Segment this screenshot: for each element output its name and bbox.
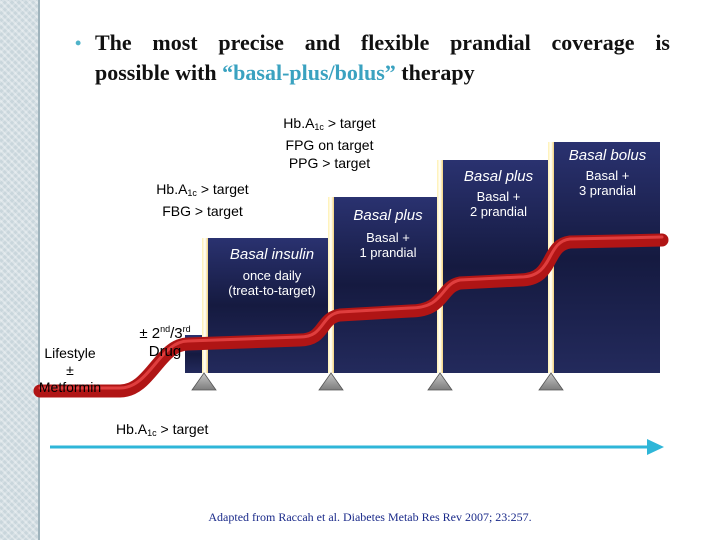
drug-line-1: ± 2nd/3rd xyxy=(120,320,210,343)
basal-bolus-title: Basal bolus xyxy=(568,147,647,164)
decorative-side-strip xyxy=(0,0,38,540)
callout-fpg-line-3: PPG > target xyxy=(288,155,371,171)
basal-insulin-title: Basal insulin xyxy=(229,246,315,263)
axis-hba1c-post: > target xyxy=(156,421,209,437)
step-label-drug: ± 2nd/3rd Drug xyxy=(120,320,210,361)
basal-bolus-sub-2: 3 prandial xyxy=(578,183,637,198)
title-line-2: possible with “basal-plus/bolus” therapy xyxy=(95,58,670,88)
basal-plus-1-sub-2: 1 prandial xyxy=(359,245,417,260)
hba1c-fpg-pre: Hb.A xyxy=(283,115,315,131)
hba1c-fbg-pre: Hb.A xyxy=(156,181,188,197)
drug-sup-nd: nd xyxy=(160,324,171,334)
reference-citation: Adapted from Raccah et al. Diabetes Meta… xyxy=(208,510,532,524)
title-line-1: The most precise and flexible prandial c… xyxy=(95,30,670,55)
basal-plus-1-labels: Basal plus Basal + 1 prandial xyxy=(336,207,440,260)
pillar-3 xyxy=(437,160,443,373)
basal-bolus-labels: Basal bolus Basal + 3 prandial xyxy=(555,147,660,198)
callout-fpg-line-2: FPG on target xyxy=(285,137,374,153)
bullet-icon: • xyxy=(75,33,82,53)
basal-insulin-sub-2: (treat-to-target) xyxy=(228,283,316,298)
callout-hba1c-fpg-ppg: Hb.A1c > target FPG on target PPG > targ… xyxy=(262,114,397,172)
lifestyle-label: Lifestyle xyxy=(44,345,96,361)
step-marker-1 xyxy=(191,372,217,391)
step-label-lifestyle: Lifestyle ± Metformin xyxy=(24,345,116,396)
treatment-staircase-line xyxy=(33,233,669,398)
axis-hba1c-sub: 1c xyxy=(147,428,157,438)
basal-plus-2-sub-2: 2 prandial xyxy=(469,204,528,219)
hba1c-fbg-sub: 1c xyxy=(187,188,197,198)
callout-hba1c-fbg-line-2: FBG > target xyxy=(162,203,243,219)
staircase-highlight xyxy=(38,235,664,390)
callout-hba1c-fbg: Hb.A1c > target FBG > target xyxy=(140,180,265,220)
title-highlight: “basal-plus/bolus” xyxy=(222,60,396,85)
basal-insulin-labels: Basal insulin xyxy=(210,246,334,263)
step-box-basal-bolus xyxy=(553,142,660,373)
hba1c-fpg-sub: 1c xyxy=(314,122,324,132)
basal-plus-1-title: Basal plus xyxy=(353,207,423,224)
hba1c-fpg-post: > target xyxy=(323,115,376,131)
step-marker-4 xyxy=(538,372,564,391)
basal-plus-2-labels: Basal plus Basal + 2 prandial xyxy=(445,168,552,219)
basal-bolus-sub-1: Basal + xyxy=(585,168,630,183)
hba1c-fbg-post: > target xyxy=(196,181,249,197)
basal-plus-1-sub-1: Basal + xyxy=(366,230,410,245)
drug-sup-rd: rd xyxy=(182,324,191,334)
axis-hba1c-pre: Hb.A xyxy=(116,421,148,437)
plus-minus-label: ± xyxy=(66,362,74,378)
basal-plus-2-title: Basal plus xyxy=(463,168,534,185)
basal-plus-2-sub-1: Basal + xyxy=(476,189,521,204)
step-marker-2 xyxy=(318,372,344,391)
side-strip-edge xyxy=(38,0,40,540)
callout-hba1c-fbg-line-1: Hb.A1c > target xyxy=(140,180,265,202)
pillar-1 xyxy=(202,238,208,373)
basal-insulin-sub-1: once daily xyxy=(242,268,302,283)
drug-mid: /3 xyxy=(170,325,183,342)
drug-pre: ± 2 xyxy=(139,325,161,342)
step-marker-3 xyxy=(427,372,453,391)
callout-fpg-line-1: Hb.A1c > target xyxy=(262,114,397,136)
basal-insulin-sub: once daily (treat-to-target) xyxy=(210,268,334,298)
title-line-2-pre: possible with xyxy=(95,60,223,85)
drug-line-2: Drug xyxy=(148,343,182,360)
axis-label-hba1c: Hb.A1c > target xyxy=(116,420,226,442)
arrow-head-icon xyxy=(647,439,664,455)
slide-title: • The most precise and flexible prandial… xyxy=(75,28,670,88)
metformin-label: Metformin xyxy=(38,379,102,395)
title-line-2-post: therapy xyxy=(395,60,475,85)
pillar-2 xyxy=(328,197,334,373)
